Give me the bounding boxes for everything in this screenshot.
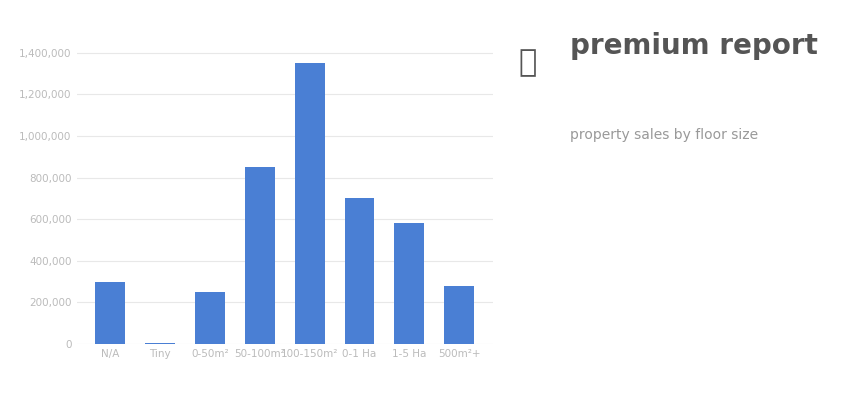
Bar	[445, 286, 474, 344]
Bar	[394, 223, 424, 344]
Text: property sales by floor size: property sales by floor size	[570, 128, 757, 142]
Bar	[95, 282, 125, 344]
Bar	[295, 63, 325, 344]
Text: premium report: premium report	[570, 32, 818, 60]
Bar	[344, 198, 375, 344]
Text: 🔒: 🔒	[518, 48, 536, 77]
Bar	[195, 292, 225, 344]
Bar	[245, 167, 275, 344]
Bar	[145, 343, 175, 344]
